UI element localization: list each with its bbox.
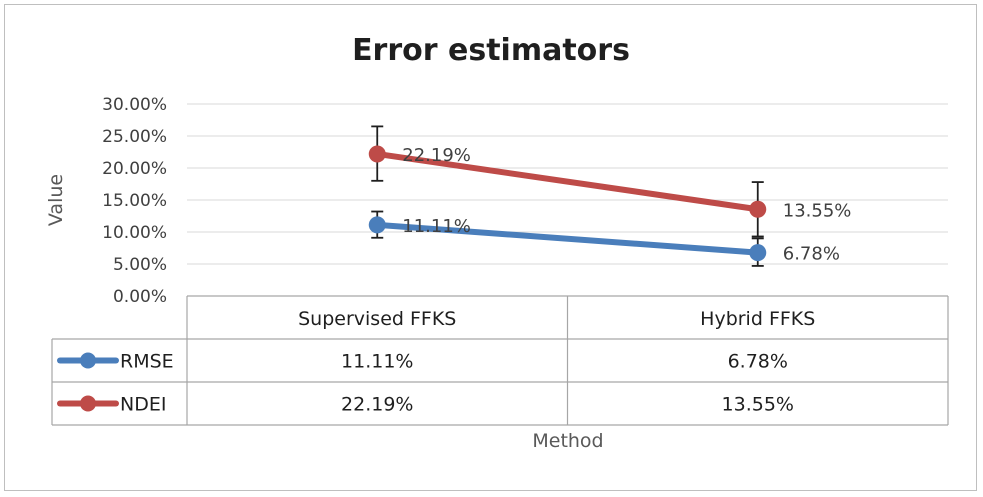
data-labels: 11.11% 6.78% 22.19% 13.55% [402,145,851,265]
table-cell-value: 6.78% [728,351,788,373]
chart-title: Error estimators [352,33,630,68]
data-point-rmse [749,244,767,262]
legend-key-marker [80,395,96,412]
y-tick-label: 5.00% [113,255,167,275]
y-tick-label: 25.00% [102,127,167,147]
data-point-ndei [749,200,767,218]
x-axis-title: Method [532,430,603,452]
y-tick-labels: 0.00% 5.00% 10.00% 15.00% 20.00% 25.00% 30.00% [102,95,167,307]
table-cell-value: 22.19% [341,394,413,416]
y-tick-label: 30.00% [102,95,167,115]
chart-frame [4,4,977,491]
legend-series-name: NDEI [120,394,166,416]
y-tick-label: 10.00% [102,223,167,243]
legend-series-name: RMSE [120,351,174,373]
data-point-ndei [368,145,386,163]
table-cell-value: 13.55% [722,394,794,416]
data-label-ndei: 22.19% [402,145,471,166]
y-tick-label: 20.00% [102,159,167,179]
data-table: Supervised FFKS Hybrid FFKS RMSE 11.11% 6.78… [51,295,949,426]
gridlines [187,103,948,265]
data-label-rmse: 6.78% [783,244,840,265]
y-tick-label: 0.00% [113,287,167,307]
legend-key-marker [80,352,96,369]
category-label: Hybrid FFKS [700,308,815,330]
data-points [368,145,767,262]
y-tick-label: 15.00% [102,191,167,211]
data-point-rmse [368,216,386,234]
y-axis-title: Value [45,174,67,226]
series-line-ndei [374,150,761,213]
series-line-rmse [374,221,761,256]
error-bars [371,125,764,267]
series-lines [374,150,761,256]
data-label-ndei: 13.55% [783,200,852,221]
category-label: Supervised FFKS [298,308,456,330]
table-cell-value: 11.11% [341,351,413,373]
data-label-rmse: 11.11% [402,216,471,237]
